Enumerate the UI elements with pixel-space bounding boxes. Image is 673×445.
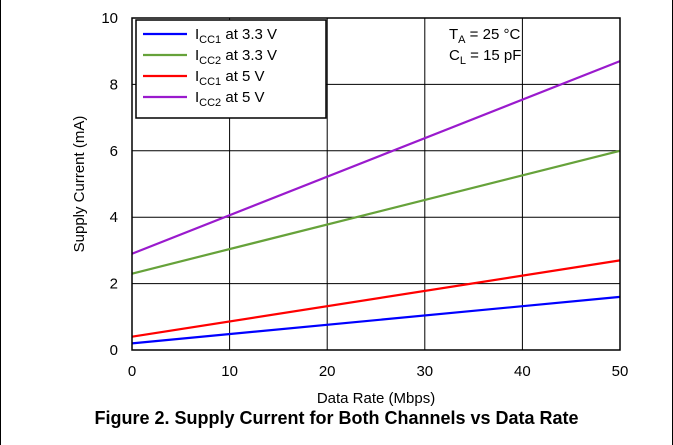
x-tick-label: 20	[319, 363, 336, 380]
series-line	[131, 60, 621, 255]
series-lines	[131, 60, 621, 345]
x-tick-label: 0	[128, 363, 136, 380]
y-tick-label: 8	[110, 76, 118, 93]
y-tick-label: 4	[110, 209, 118, 226]
x-tick-label: 10	[221, 363, 238, 380]
legend-box	[135, 19, 327, 119]
y-tick-label: 6	[110, 143, 118, 160]
y-tick-label: 0	[110, 342, 118, 359]
y-axis-label: Supply Current (mA)	[71, 116, 88, 253]
legend-label: ICC1 at 3.3 V	[195, 26, 277, 46]
condition-label: TA = 25 °C	[449, 26, 520, 46]
x-axis-label: Data Rate (Mbps)	[317, 390, 435, 407]
figure-caption: Figure 2. Supply Current for Both Channe…	[94, 408, 579, 428]
series-line	[131, 295, 621, 345]
y-tick-label: 2	[110, 276, 118, 293]
x-tick-label: 50	[612, 363, 629, 380]
x-tick-label: 40	[514, 363, 531, 380]
tick-labels: 0 10 20 30 40 50 0 2 4 6 8 10	[101, 10, 628, 380]
grid-lines	[132, 18, 620, 350]
legend-label: ICC2 at 3.3 V	[195, 47, 277, 67]
x-tick-label: 30	[416, 363, 433, 380]
condition-label: CL = 15 pF	[449, 47, 521, 67]
conditions-annotation: TA = 25 °CCL = 15 pF	[449, 26, 521, 67]
series-line	[131, 149, 621, 275]
legend-label: ICC2 at 5 V	[195, 89, 265, 109]
y-tick-label: 10	[101, 10, 118, 27]
series-line	[131, 259, 621, 338]
legend-label: ICC1 at 5 V	[195, 68, 265, 88]
plot-border	[131, 17, 621, 351]
